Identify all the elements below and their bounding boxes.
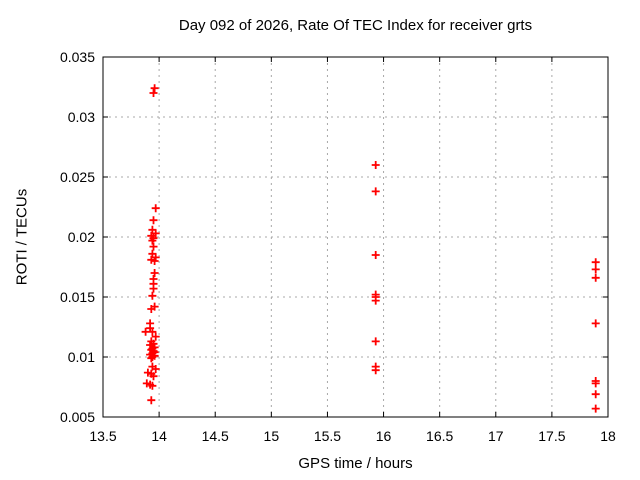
x-tick-label: 15.5 [314, 428, 341, 444]
y-tick-label: 0.01 [68, 349, 95, 365]
x-tick-label: 18 [600, 428, 616, 444]
x-tick-label: 13.5 [89, 428, 116, 444]
x-tick-label: 14 [151, 428, 167, 444]
x-tick-label: 17.5 [538, 428, 565, 444]
y-tick-label: 0.035 [60, 49, 95, 65]
y-tick-label: 0.02 [68, 229, 95, 245]
scatter-points [141, 84, 600, 413]
x-tick-label: 17 [488, 428, 504, 444]
x-tick-label: 15 [264, 428, 280, 444]
y-tick-label: 0.015 [60, 289, 95, 305]
y-tick-label: 0.005 [60, 409, 95, 425]
x-tick-label: 16 [376, 428, 392, 444]
x-axis-label: GPS time / hours [298, 455, 413, 472]
chart-title: Day 092 of 2026, Rate Of TEC Index for r… [178, 17, 533, 34]
x-tick-label: 16.5 [426, 428, 453, 444]
x-tick-label: 14.5 [202, 428, 229, 444]
y-tick-label: 0.03 [68, 109, 95, 125]
y-tick-label: 0.025 [60, 169, 95, 185]
